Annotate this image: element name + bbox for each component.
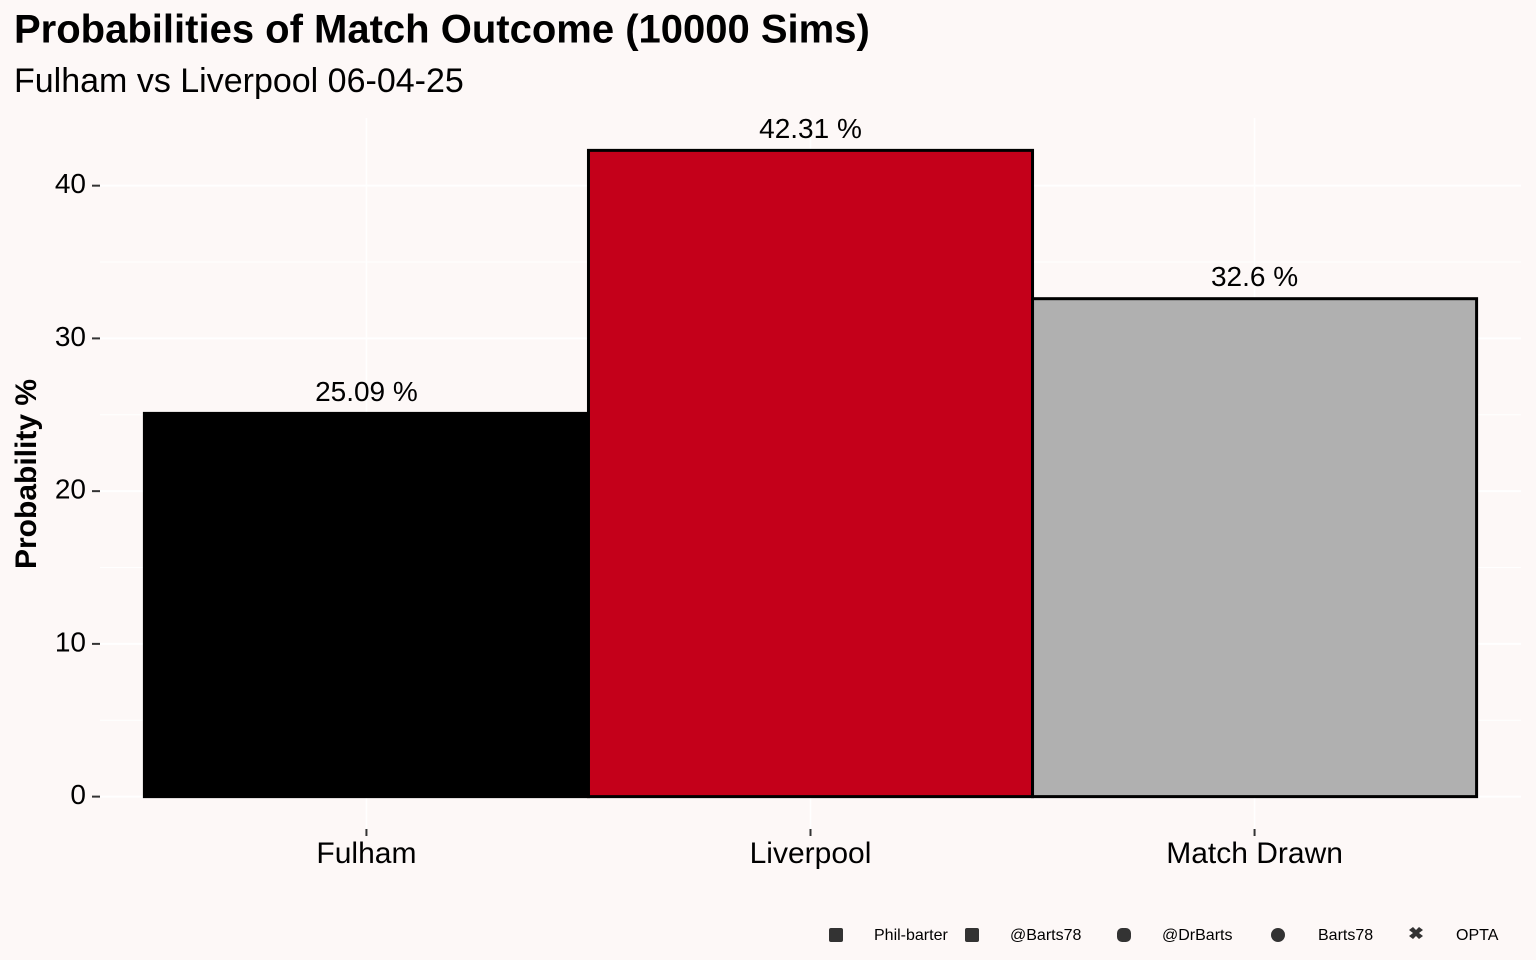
value-label: 32.6 %	[1211, 261, 1298, 292]
chart-title: Probabilities of Match Outcome (10000 Si…	[14, 8, 870, 52]
caption-text: @Barts78	[1010, 927, 1081, 944]
y-tick-label: 10	[55, 626, 86, 657]
caption-text: Barts78	[1318, 927, 1373, 944]
bar	[142, 411, 590, 799]
x-tick-label: Match Drawn	[1166, 837, 1343, 870]
value-label: 25.09 %	[315, 376, 418, 407]
y-axis-title: Probability %	[10, 379, 43, 569]
caption-text: Phil-barter	[874, 927, 948, 944]
caption-text: OPTA	[1456, 927, 1499, 944]
caption-text: @DrBarts	[1162, 927, 1232, 944]
value-label: 42.31 %	[759, 113, 862, 144]
icon-dropbox	[1409, 927, 1423, 939]
icon-linkedin	[829, 928, 843, 942]
bar	[586, 148, 1035, 799]
icon-mastodon	[1117, 928, 1131, 942]
y-tick-label: 30	[55, 321, 86, 352]
chart-subtitle: Fulham vs Liverpool 06-04-25	[14, 62, 464, 100]
y-tick-label: 20	[55, 474, 86, 505]
icon-github	[1271, 928, 1285, 942]
y-tick-label: 40	[55, 168, 86, 199]
bar	[1031, 297, 1479, 799]
x-tick-label: Liverpool	[750, 837, 872, 870]
icon-x	[965, 928, 979, 942]
y-tick-label: 0	[70, 779, 86, 810]
caption-icons	[829, 927, 1423, 942]
x-tick-label: Fulham	[316, 837, 416, 870]
